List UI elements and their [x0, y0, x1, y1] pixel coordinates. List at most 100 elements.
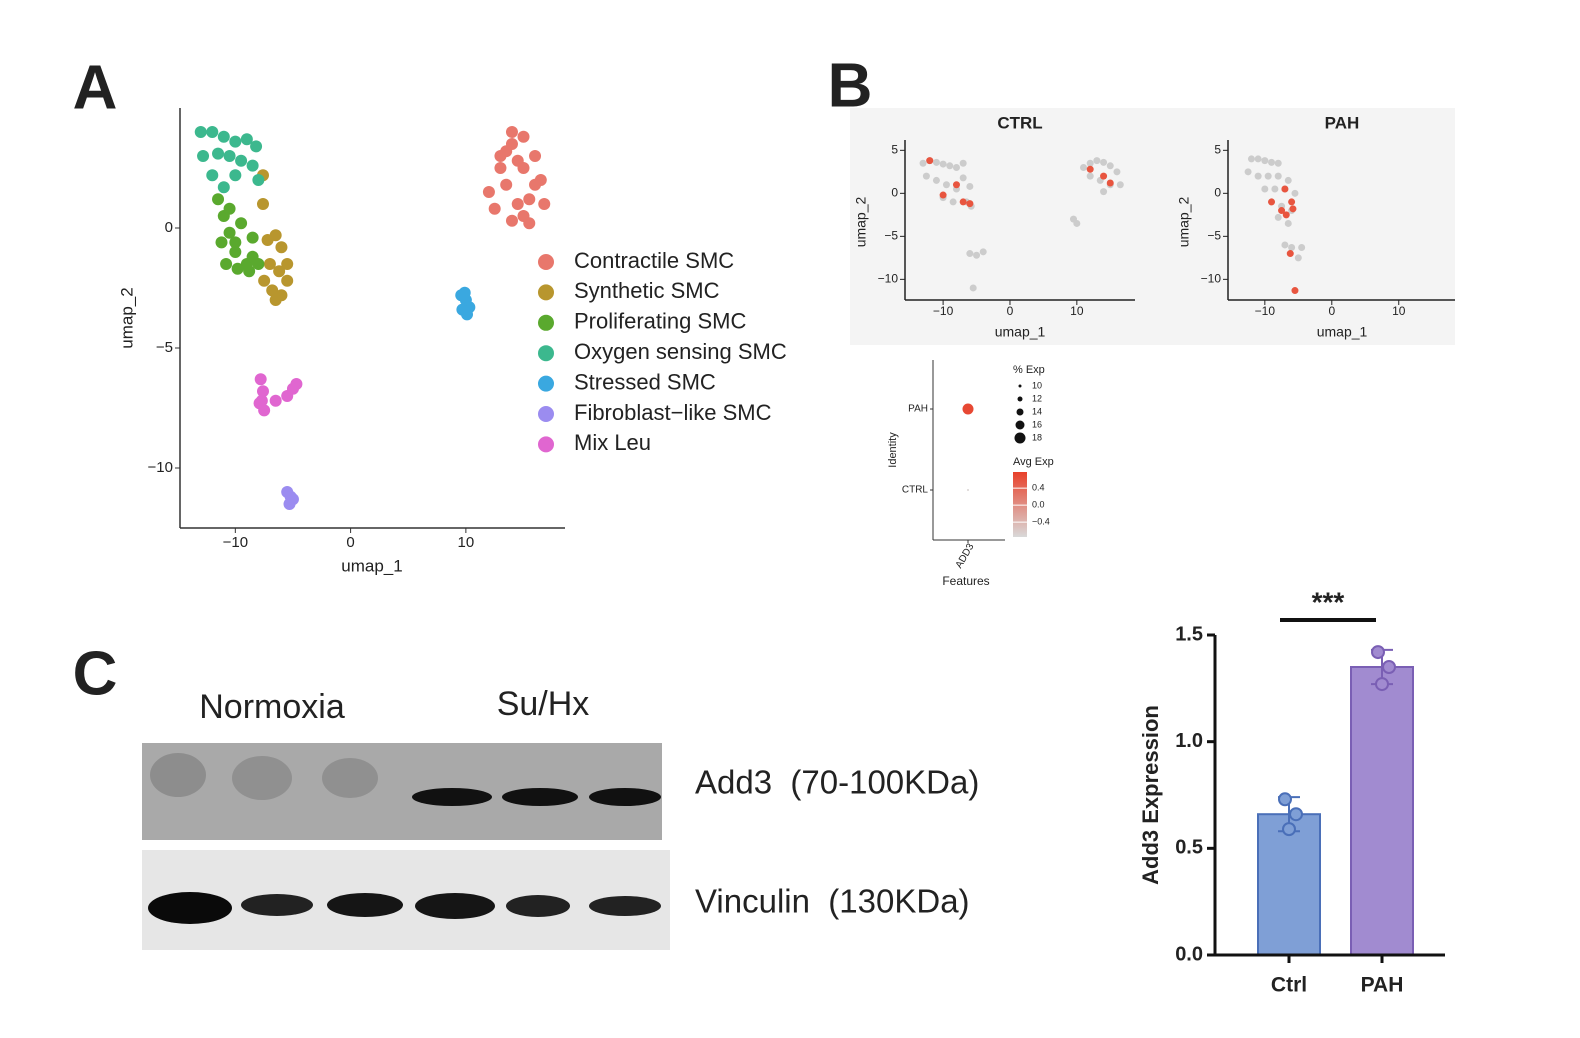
y-tick-label: 0 [891, 186, 898, 200]
data-point [919, 159, 927, 167]
data-point [240, 133, 253, 146]
x-tick-label: 10 [1392, 304, 1406, 318]
data-point [1116, 181, 1124, 189]
data-point [258, 404, 271, 417]
data-point [488, 202, 501, 215]
y-tick-label: −5 [156, 339, 173, 356]
legend-label: 16 [1032, 419, 1042, 429]
blot-membrane [142, 850, 670, 950]
x-axis-label: umap_1 [341, 556, 402, 575]
y-axis-label: umap_2 [117, 287, 136, 348]
data-point [1080, 164, 1088, 172]
legend-label: 10 [1032, 380, 1042, 390]
colorbar-label: 0.0 [1032, 500, 1045, 510]
colorbar [1013, 472, 1027, 537]
data-point [1288, 244, 1296, 252]
data-point [220, 258, 233, 270]
data-point [1254, 155, 1262, 163]
data-point [1291, 287, 1299, 295]
data-point [1261, 157, 1269, 165]
legend-label: 14 [1032, 406, 1042, 416]
data-point [523, 217, 536, 230]
legend-label: Fibroblast−like SMC [574, 400, 772, 425]
legend-label: Mix Leu [574, 430, 651, 455]
data-point [511, 198, 524, 210]
data-point [231, 262, 244, 275]
data-point [252, 174, 265, 186]
chart-title: PAH [1325, 113, 1360, 132]
y-tick-label: −5 [884, 229, 898, 243]
blot-band [589, 788, 661, 806]
data-point [217, 130, 230, 143]
protein-label: Vinculin (130KDa) [695, 883, 970, 920]
data-point [505, 214, 518, 227]
data-point [223, 202, 236, 215]
data-point [505, 126, 518, 138]
data-point [969, 284, 977, 292]
data-point [1298, 244, 1306, 252]
data-point [1289, 807, 1303, 822]
legend-swatch [538, 436, 554, 453]
data-point [246, 159, 259, 172]
panel-label: C [73, 639, 118, 708]
blot-membrane [142, 743, 662, 840]
data-point [197, 150, 210, 162]
data-point [1286, 250, 1294, 258]
data-point [1281, 185, 1289, 193]
y-tick-label: PAH [908, 404, 928, 415]
data-point [952, 181, 960, 189]
data-point [517, 130, 530, 143]
data-point [194, 126, 207, 138]
data-point [482, 186, 495, 198]
legend-swatch [538, 284, 554, 301]
blot-band [502, 788, 578, 806]
protein-label: Add3 (70-100KDa) [695, 764, 979, 801]
legend-swatch [538, 254, 554, 270]
blot-band [412, 788, 492, 806]
x-tick-label: 0 [1007, 304, 1014, 318]
data-point [1073, 219, 1081, 227]
data-point [523, 193, 536, 206]
colorbar-label: 0.4 [1032, 483, 1045, 493]
data-point [1282, 822, 1296, 837]
chart-title: CTRL [997, 113, 1042, 132]
data-point [1274, 172, 1282, 180]
data-point [959, 159, 967, 167]
blot-band [241, 894, 313, 916]
blot-band [415, 893, 495, 919]
data-point [922, 172, 930, 180]
y-axis-label: Add3 Expression [1138, 705, 1163, 885]
colorbar-label: −0.4 [1032, 517, 1050, 527]
data-point [215, 236, 228, 249]
data-point [1100, 172, 1108, 180]
legend-dot [1018, 384, 1022, 388]
data-point [966, 182, 974, 190]
legend-label: 12 [1032, 393, 1042, 403]
x-tick-label: −10 [1255, 304, 1276, 318]
data-point [1382, 660, 1396, 674]
data-point [494, 162, 507, 174]
legend-label: Synthetic SMC [574, 278, 720, 303]
y-tick-label: −10 [1201, 272, 1222, 286]
data-point [1106, 179, 1114, 187]
data-point [1274, 213, 1282, 221]
bar [1350, 666, 1414, 956]
data-point [1375, 677, 1389, 692]
legend-dot [1014, 432, 1026, 444]
data-point [1086, 159, 1094, 167]
data-point [458, 286, 471, 299]
data-point [212, 193, 225, 206]
data-point [217, 181, 230, 194]
data-point [1274, 159, 1282, 167]
data-point [1261, 185, 1269, 193]
data-point [1244, 168, 1252, 176]
data-point [939, 160, 947, 168]
data-point [256, 385, 269, 398]
data-point [266, 284, 279, 297]
data-point [223, 150, 236, 162]
x-tick-label: 10 [1070, 304, 1084, 318]
blot-band [506, 895, 570, 917]
data-point [1291, 189, 1299, 197]
x-tick-label: 0 [1328, 304, 1335, 318]
